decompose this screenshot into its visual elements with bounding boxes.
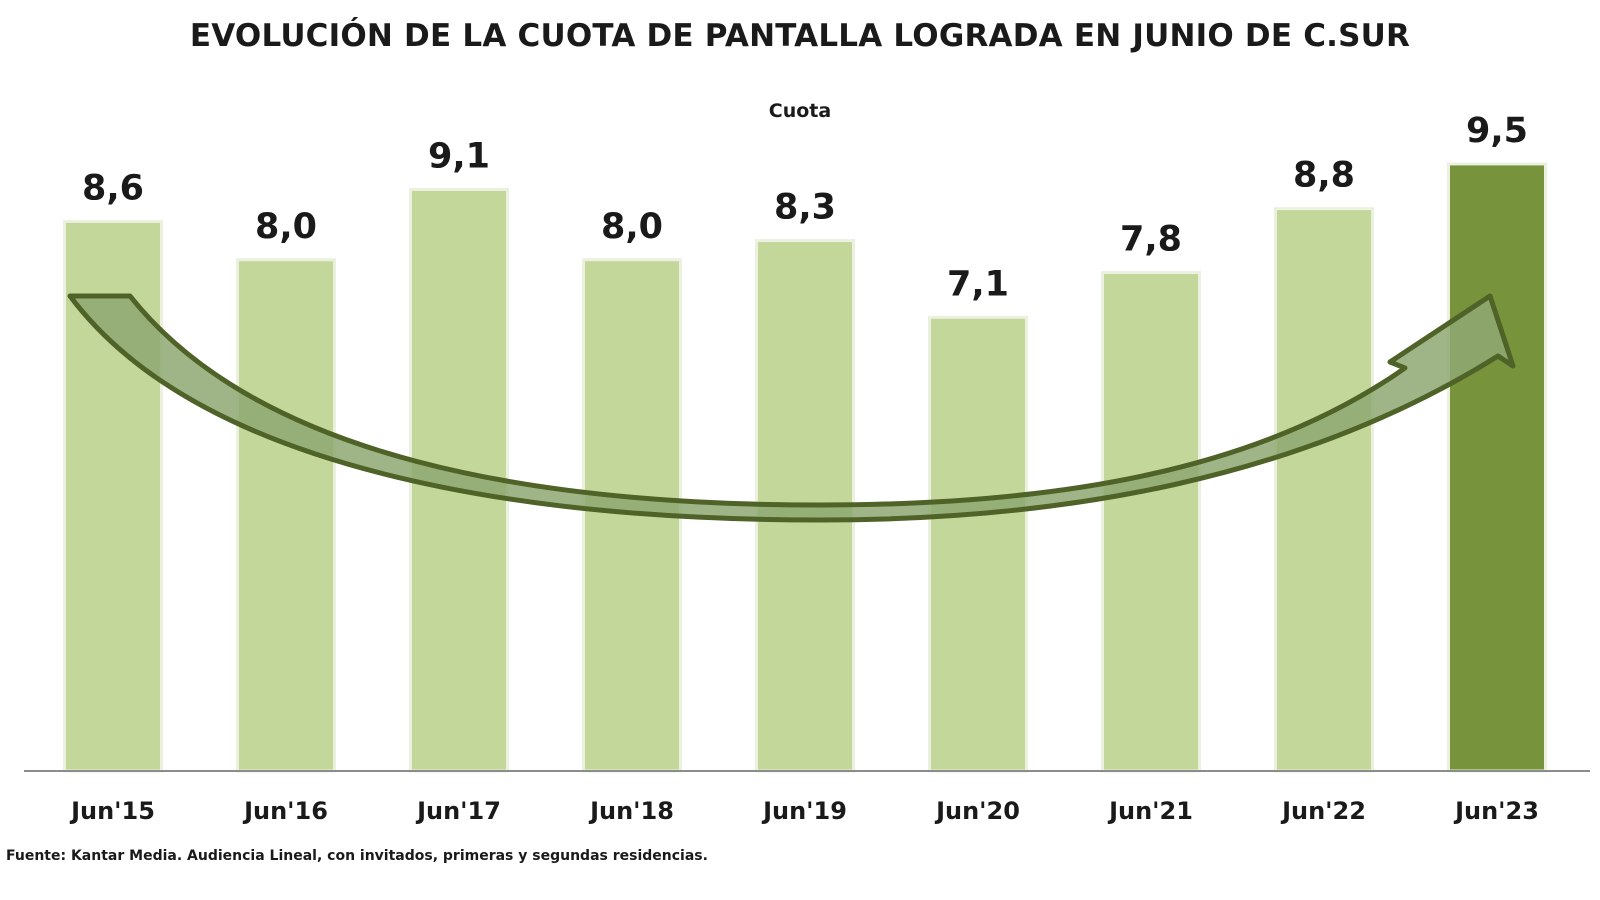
x-tick-label-Jun'17: Jun'17 bbox=[415, 797, 501, 825]
chart-subtitle: Cuota bbox=[768, 100, 832, 122]
x-tick-label-Jun'19: Jun'19 bbox=[761, 797, 847, 825]
x-tick-label-Jun'21: Jun'21 bbox=[1107, 797, 1193, 825]
bar-Jun'20 bbox=[928, 315, 1028, 773]
bar-Jun'21 bbox=[1101, 271, 1201, 773]
chart-title: EVOLUCIÓN DE LA CUOTA DE PANTALLA LOGRAD… bbox=[189, 18, 1411, 54]
value-label-Jun'20: 7,1 bbox=[947, 264, 1009, 304]
value-label-Jun'23: 9,5 bbox=[1466, 111, 1528, 151]
bar-Jun'22 bbox=[1274, 207, 1374, 773]
bars-group bbox=[63, 162, 1547, 773]
value-label-Jun'22: 8,8 bbox=[1293, 156, 1355, 196]
value-label-Jun'21: 7,8 bbox=[1120, 220, 1182, 260]
x-tick-label-Jun'22: Jun'22 bbox=[1280, 797, 1366, 825]
labels-group: 8,6 Jun'15 8,0 Jun'16 9,1 Jun'17 8,0 Jun'18 8,3 J… bbox=[69, 111, 1539, 825]
value-label-Jun'17: 9,1 bbox=[428, 136, 490, 176]
bar-Jun'23 bbox=[1447, 162, 1547, 773]
x-tick-label-Jun'18: Jun'18 bbox=[588, 797, 674, 825]
value-label-Jun'16: 8,0 bbox=[255, 207, 317, 247]
trend-arrow bbox=[67, 293, 1516, 523]
x-tick-label-Jun'20: Jun'20 bbox=[934, 797, 1020, 825]
source-note: Fuente: Kantar Media. Audiencia Lineal, … bbox=[6, 848, 708, 864]
value-label-Jun'19: 8,3 bbox=[774, 188, 836, 228]
x-tick-label-Jun'15: Jun'15 bbox=[69, 797, 155, 825]
bar-Jun'16 bbox=[236, 258, 336, 773]
x-tick-label-Jun'16: Jun'16 bbox=[242, 797, 328, 825]
value-label-Jun'18: 8,0 bbox=[601, 207, 663, 247]
x-tick-label-Jun'23: Jun'23 bbox=[1453, 797, 1539, 825]
trend-arrow-layer bbox=[67, 293, 1516, 523]
value-label-Jun'15: 8,6 bbox=[82, 168, 144, 208]
